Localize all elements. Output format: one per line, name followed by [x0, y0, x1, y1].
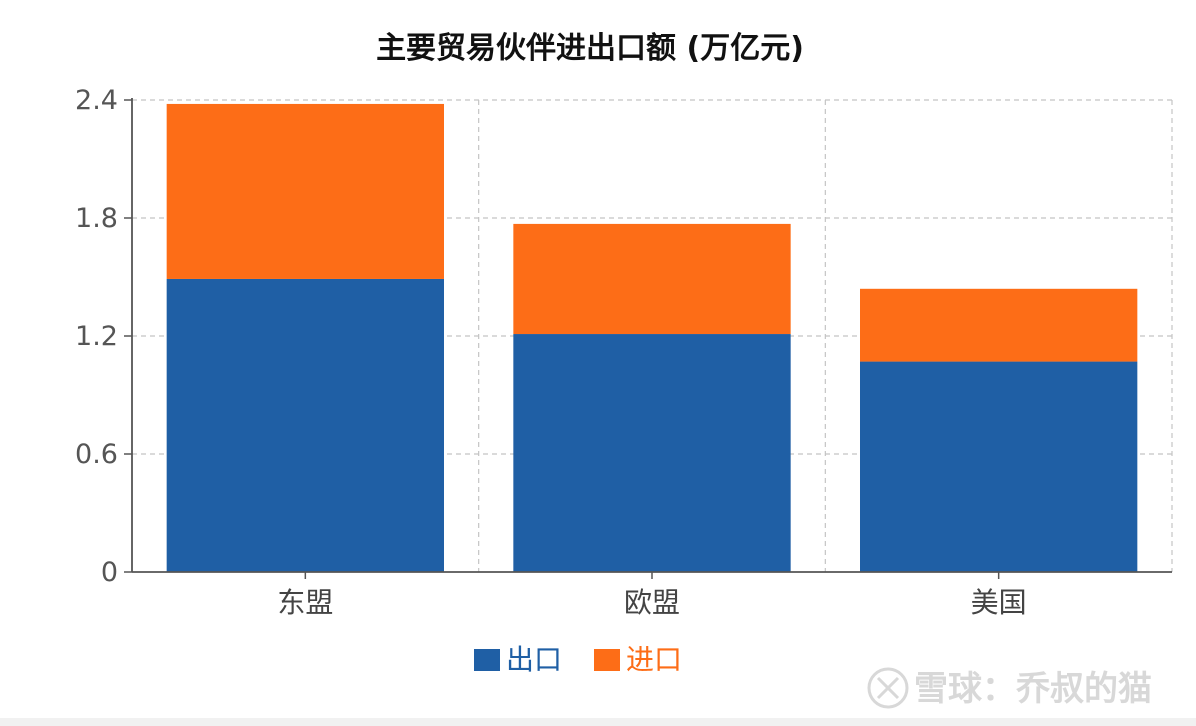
bottom-divider — [0, 718, 1196, 726]
legend-label: 进口 — [626, 643, 682, 676]
bar-import[interactable] — [166, 103, 444, 279]
y-tick-label: 0 — [101, 557, 118, 588]
x-tick-label: 东盟 — [277, 586, 333, 619]
bars — [166, 103, 1138, 572]
legend-swatch — [474, 649, 500, 671]
bar-export[interactable] — [860, 361, 1138, 572]
legend-label: 出口 — [506, 643, 562, 676]
watermark-text: 雪球：乔叔的猫 — [914, 669, 1152, 709]
watermark: 雪球：乔叔的猫 — [867, 667, 1152, 709]
legend-item-import[interactable]: 进口 — [594, 643, 682, 676]
y-tick-label: 1.8 — [75, 203, 118, 234]
x-tick-label: 美国 — [971, 586, 1027, 619]
bar-import[interactable] — [860, 288, 1138, 362]
bar-export[interactable] — [166, 278, 444, 572]
legend-swatch — [594, 649, 620, 671]
bar-import[interactable] — [513, 223, 791, 335]
xueqiu-logo-icon — [867, 667, 909, 709]
y-tick-label: 1.2 — [75, 321, 118, 352]
legend-item-export[interactable]: 出口 — [474, 643, 562, 676]
y-tick-label: 2.4 — [75, 85, 118, 116]
chart-title: 主要贸易伙伴进出口额 (万亿元) — [376, 31, 804, 66]
bar-export[interactable] — [513, 334, 791, 572]
y-tick-label: 0.6 — [75, 439, 118, 470]
legend[interactable]: 出口 进口 — [474, 643, 682, 676]
x-tick-label: 欧盟 — [624, 586, 680, 619]
axes: 0 0.6 1.2 1.8 2.4 东盟 欧盟 美国 — [75, 85, 1172, 619]
